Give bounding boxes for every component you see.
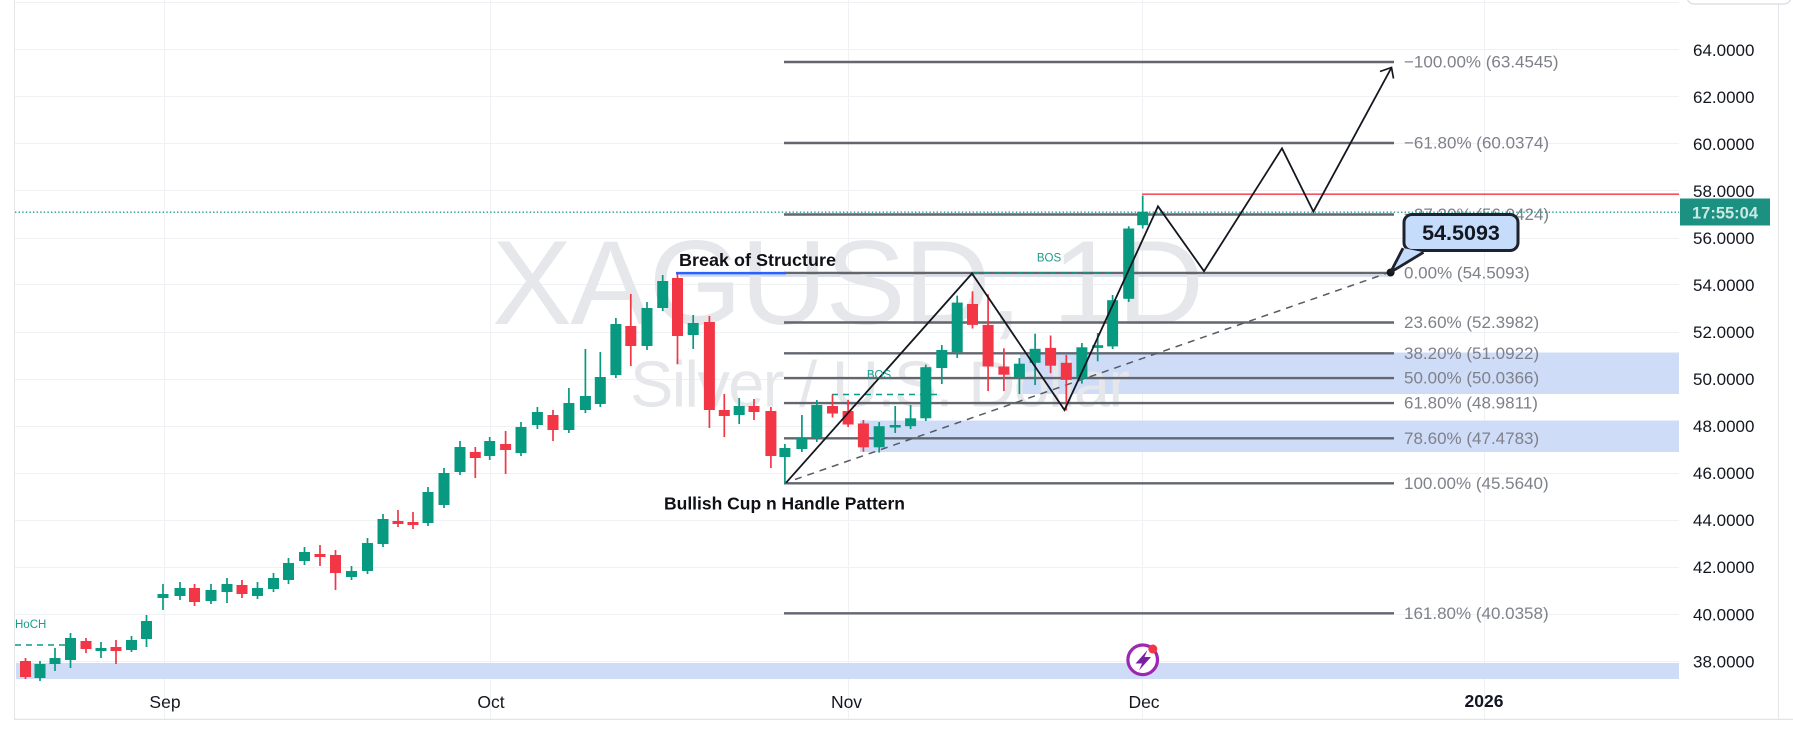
svg-text:23.60% (52.3982): 23.60% (52.3982) [1404,313,1539,332]
svg-text:62.0000: 62.0000 [1693,88,1754,107]
svg-text:161.80% (40.0358): 161.80% (40.0358) [1404,604,1549,623]
svg-text:42.0000: 42.0000 [1693,558,1754,577]
svg-text:0.00% (54.5093): 0.00% (54.5093) [1404,264,1530,283]
svg-text:38.0000: 38.0000 [1693,652,1754,671]
svg-text:Dec: Dec [1128,692,1159,712]
svg-text:54.5093: 54.5093 [1422,221,1500,245]
svg-text:61.80% (48.9811): 61.80% (48.9811) [1404,394,1538,413]
svg-text:−61.80% (60.0374): −61.80% (60.0374) [1404,134,1549,153]
svg-text:40.0000: 40.0000 [1693,605,1754,624]
svg-text:50.00% (50.0366): 50.00% (50.0366) [1404,369,1539,388]
svg-text:17:55:04: 17:55:04 [1692,205,1759,223]
svg-text:BOS: BOS [1037,253,1062,265]
svg-text:58.0000: 58.0000 [1693,182,1754,201]
svg-text:38.20% (51.0922): 38.20% (51.0922) [1404,344,1539,363]
svg-text:Oct: Oct [477,692,504,712]
svg-text:Nov: Nov [831,692,862,712]
svg-text:44.0000: 44.0000 [1693,511,1754,530]
svg-text:XAGUSD, 1D: XAGUSD, 1D [492,216,1204,350]
svg-text:Break of Structure: Break of Structure [679,250,836,270]
svg-text:50.0000: 50.0000 [1693,370,1754,389]
svg-text:HoCH: HoCH [15,619,46,631]
svg-text:BOS: BOS [867,370,892,382]
svg-text:64.0000: 64.0000 [1693,41,1754,60]
svg-text:Sep: Sep [149,692,180,712]
svg-text:54.0000: 54.0000 [1693,276,1754,295]
svg-text:78.60% (47.4783): 78.60% (47.4783) [1404,429,1539,448]
svg-text:48.0000: 48.0000 [1693,417,1754,436]
svg-text:2026: 2026 [1465,691,1504,711]
svg-text:−100.00% (63.4545): −100.00% (63.4545) [1404,53,1559,72]
svg-text:100.00% (45.5640): 100.00% (45.5640) [1404,474,1549,493]
svg-text:52.0000: 52.0000 [1693,323,1754,342]
svg-text:Bullish Cup n Handle Pattern: Bullish Cup n Handle Pattern [664,494,905,514]
svg-text:60.0000: 60.0000 [1693,135,1754,154]
svg-text:46.0000: 46.0000 [1693,464,1754,483]
svg-text:56.0000: 56.0000 [1693,229,1754,248]
